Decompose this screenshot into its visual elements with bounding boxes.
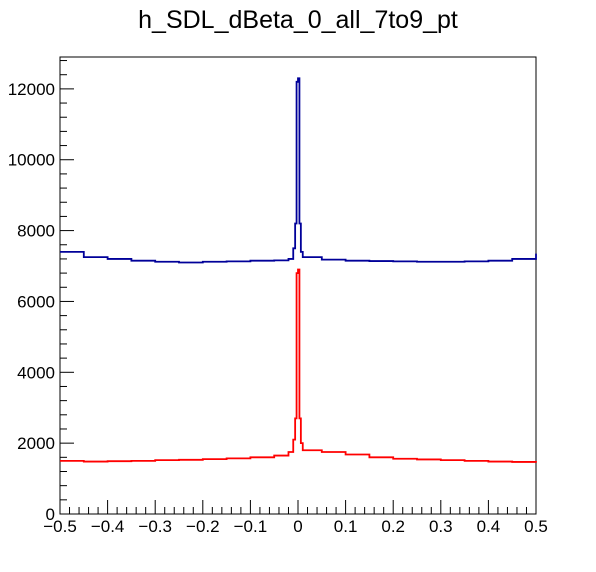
x-tick-label: −0.1 [234, 517, 268, 536]
axis-layer: −0.5 −0.4 −0.3 −0.2 −0.1 0 0.1 0.2 0.3 0.4 0.5 0 200… [8, 60, 548, 536]
x-tick-label: 0.1 [334, 517, 358, 536]
y-tick-label: 4000 [17, 363, 55, 382]
x-tick-label: −0.4 [91, 517, 125, 536]
y-tick-label: 12000 [8, 80, 55, 99]
x-tick-label: 0 [293, 517, 302, 536]
y-tick-label: 2000 [17, 434, 55, 453]
x-tick-label: 0.3 [429, 517, 453, 536]
x-tick-label: 0.4 [477, 517, 501, 536]
y-tick-label: 10000 [8, 151, 55, 170]
series-layer [60, 77, 537, 463]
chart-title: h_SDL_dBeta_0_all_7to9_pt [138, 6, 458, 34]
x-tick-label: −0.2 [186, 517, 220, 536]
y-tick-label: 0 [46, 505, 55, 524]
x-tick-label: −0.5 [43, 517, 77, 536]
plot-frame [59, 56, 537, 515]
x-tick-label: −0.3 [138, 517, 172, 536]
x-tick-label: 0.2 [381, 517, 405, 536]
x-tick-label: 0.5 [524, 517, 548, 536]
y-tick-label: 6000 [17, 292, 55, 311]
series-line-0 [60, 77, 537, 264]
series-line-1 [60, 268, 537, 463]
y-tick-label: 8000 [17, 222, 55, 241]
